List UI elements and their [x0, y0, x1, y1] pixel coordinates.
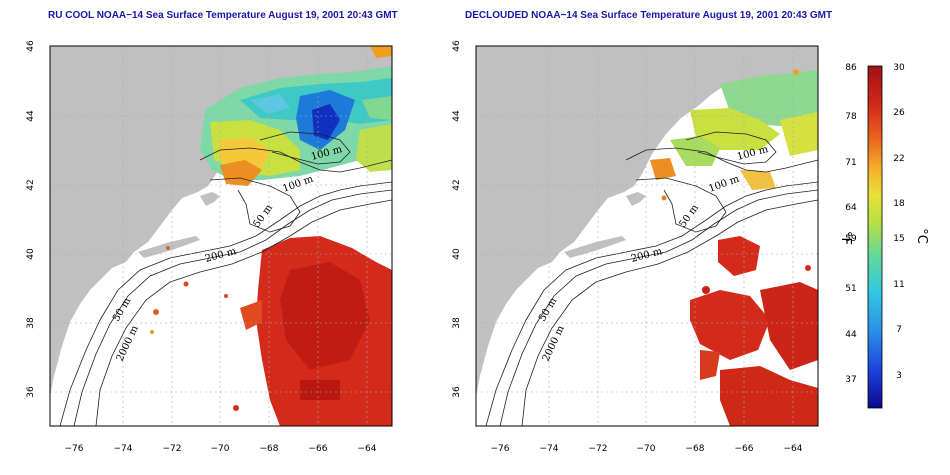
- x-tick-64: −64: [784, 444, 803, 454]
- fahrenheit-unit-label: °F: [838, 231, 853, 245]
- graticule: [476, 46, 818, 426]
- right-panel-title: DECLOUDED NOAA−14 Sea Surface Temperatur…: [465, 10, 833, 21]
- x-tick-70: −70: [637, 444, 656, 454]
- x-tick-66: −66: [309, 444, 328, 454]
- left-panel-title: RU COOL NOAA−14 Sea Surface Temperature …: [48, 10, 398, 21]
- c-tick-11: 11: [893, 280, 904, 290]
- left-map: 100 m 100 m 50 m 200 m 50 m 2000 m 46 44…: [26, 40, 393, 454]
- y-tick-36: 36: [452, 386, 462, 398]
- sst-cool-water-declouded: [650, 69, 818, 201]
- x-tick-74: −74: [114, 444, 133, 454]
- f-tick-51: 51: [845, 284, 856, 294]
- bathymetry-contours: [485, 131, 818, 426]
- x-tick-68: −68: [260, 444, 279, 454]
- x-tick-76: −76: [65, 444, 84, 454]
- x-tick-66: −66: [735, 444, 754, 454]
- sst-warm-water: [150, 236, 392, 426]
- bathymetry-contours: [59, 131, 392, 426]
- c-tick-18: 18: [893, 199, 905, 209]
- y-tick-44: 44: [26, 110, 36, 122]
- x-tick-76: −76: [491, 444, 510, 454]
- right-map: 100 m 100 m 50 m 200 m 50 m 2000 m 46 44…: [452, 40, 819, 454]
- y-tick-38: 38: [452, 317, 462, 329]
- f-tick-64: 64: [845, 203, 857, 213]
- x-tick-72: −72: [163, 444, 182, 454]
- x-tick-64: −64: [358, 444, 377, 454]
- x-tick-70: −70: [211, 444, 230, 454]
- y-tick-38: 38: [26, 317, 36, 329]
- f-tick-86: 86: [845, 63, 857, 73]
- right-y-axis: 46 44 42 40 38 36: [452, 40, 462, 398]
- colorbar-gradient: [867, 65, 883, 409]
- colorbar: 86 78 71 64 59 51 44 37 °F 30 26 22 18 1…: [838, 63, 929, 409]
- left-y-axis: 46 44 42 40 38 36: [26, 40, 36, 398]
- c-tick-22: 22: [893, 154, 904, 164]
- y-tick-36: 36: [26, 386, 36, 398]
- y-tick-46: 46: [26, 40, 36, 52]
- sst-cool-water: [200, 46, 392, 186]
- y-tick-40: 40: [452, 248, 462, 260]
- colorbar-celsius-ticks: 30 26 22 18 15 11 7 3: [893, 63, 905, 381]
- y-tick-42: 42: [26, 179, 36, 190]
- left-x-axis: −76 −74 −72 −70 −68 −66 −64: [65, 444, 377, 454]
- f-tick-71: 71: [845, 158, 856, 168]
- f-tick-37: 37: [845, 375, 856, 385]
- c-tick-15: 15: [893, 234, 904, 244]
- y-tick-46: 46: [452, 40, 462, 52]
- x-tick-68: −68: [686, 444, 705, 454]
- y-tick-40: 40: [26, 248, 36, 260]
- c-tick-26: 26: [893, 108, 905, 118]
- sst-warm-water-declouded: [690, 236, 818, 426]
- c-tick-7: 7: [896, 325, 902, 335]
- y-tick-42: 42: [452, 179, 462, 190]
- f-tick-44: 44: [845, 330, 857, 340]
- f-tick-78: 78: [845, 112, 857, 122]
- right-x-axis: −76 −74 −72 −70 −68 −66 −64: [491, 444, 803, 454]
- x-tick-72: −72: [589, 444, 608, 454]
- f-tick-59: 59: [845, 234, 857, 244]
- y-tick-44: 44: [452, 110, 462, 122]
- celsius-unit-label: °C: [914, 228, 929, 244]
- c-tick-30: 30: [893, 63, 905, 73]
- x-tick-74: −74: [540, 444, 559, 454]
- c-tick-3: 3: [896, 371, 902, 381]
- colorbar-fahrenheit-ticks: 86 78 71 64 59 51 44 37: [845, 63, 857, 385]
- graticule: [50, 46, 392, 426]
